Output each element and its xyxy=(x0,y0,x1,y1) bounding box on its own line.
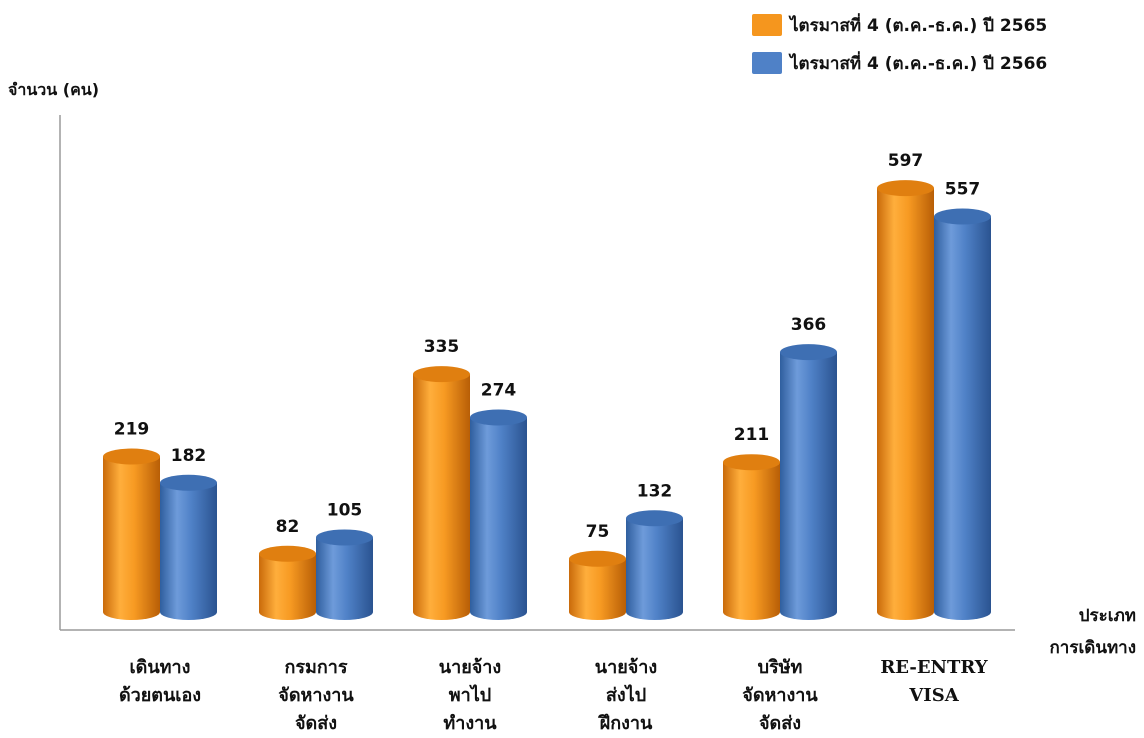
category-label-1: กรมการจัดหางานจัดส่ง xyxy=(241,654,391,738)
bar-1-5 xyxy=(934,216,991,620)
category-label-5-line-1: VISA xyxy=(909,685,959,706)
data-label-1-2: 274 xyxy=(481,380,517,400)
data-label-1-1: 105 xyxy=(327,500,363,520)
bar-0-1 xyxy=(259,553,316,620)
y-axis-label: จำนวน (คน) xyxy=(8,80,100,99)
legend-item-2565: ไตรมาสที่ 4 (ต.ค.-ธ.ค.) ปี 2565 xyxy=(752,6,1047,44)
bar-top-1-3 xyxy=(626,510,683,527)
category-label-4-line-0: บริษัท xyxy=(757,657,803,678)
category-label-4-line-2: จัดส่ง xyxy=(758,713,801,734)
category-label-2-line-2: ทำงาน xyxy=(443,713,497,734)
bar-top-0-3 xyxy=(569,550,626,567)
bar-top-0-4 xyxy=(723,454,780,471)
bar-0-4 xyxy=(723,462,780,620)
category-label-4: บริษัทจัดหางานจัดส่ง xyxy=(705,654,855,738)
bar-top-0-2 xyxy=(413,366,470,383)
x-axis-label: ประเภท การเดินทาง xyxy=(1026,600,1137,664)
data-label-0-4: 211 xyxy=(734,425,770,445)
bar-top-0-0 xyxy=(103,448,160,465)
bar-top-1-1 xyxy=(316,529,373,546)
bar-top-1-0 xyxy=(160,474,217,491)
bar-top-0-5 xyxy=(877,180,934,197)
data-label-1-5: 557 xyxy=(945,180,981,200)
data-label-0-3: 75 xyxy=(586,522,610,542)
data-label-1-3: 132 xyxy=(637,481,673,501)
bar-0-3 xyxy=(569,558,626,620)
legend: ไตรมาสที่ 4 (ต.ค.-ธ.ค.) ปี 2565 ไตรมาสที… xyxy=(752,6,1047,82)
x-axis-label-line-2: การเดินทาง xyxy=(1049,638,1137,658)
bar-top-0-1 xyxy=(259,545,316,562)
bar-1-2 xyxy=(470,417,527,620)
category-label-0: เดินทางด้วยตนเอง xyxy=(85,654,235,710)
category-label-0-line-0: เดินทาง xyxy=(129,657,191,678)
bar-1-4 xyxy=(780,352,837,620)
category-label-1-line-2: จัดส่ง xyxy=(294,713,337,734)
category-label-2: นายจ้างพาไปทำงาน xyxy=(395,654,545,738)
legend-label-2565: ไตรมาสที่ 4 (ต.ค.-ธ.ค.) ปี 2565 xyxy=(790,15,1048,36)
category-label-3-line-2: ฝึกงาน xyxy=(599,713,653,734)
bar-1-0 xyxy=(160,482,217,620)
bar-1-3 xyxy=(626,518,683,620)
legend-swatch-2566 xyxy=(752,52,782,74)
bar-0-0 xyxy=(103,456,160,620)
bar-top-1-4 xyxy=(780,344,837,361)
category-label-3-line-0: นายจ้าง xyxy=(594,657,658,678)
legend-swatch-2565 xyxy=(752,14,782,36)
data-label-0-0: 219 xyxy=(114,420,150,440)
legend-item-2566: ไตรมาสที่ 4 (ต.ค.-ธ.ค.) ปี 2566 xyxy=(752,44,1047,82)
category-label-3: นายจ้างส่งไปฝึกงาน xyxy=(551,654,701,738)
data-label-0-1: 82 xyxy=(276,517,300,537)
category-label-5: RE-ENTRY VISA xyxy=(859,654,1009,710)
category-label-2-line-0: นายจ้าง xyxy=(438,657,502,678)
bar-top-1-2 xyxy=(470,409,527,426)
category-label-1-line-0: กรมการ xyxy=(284,657,348,678)
bar-top-1-5 xyxy=(934,208,991,225)
data-label-1-4: 366 xyxy=(791,315,827,335)
data-label-0-2: 335 xyxy=(424,337,460,357)
legend-label-2566: ไตรมาสที่ 4 (ต.ค.-ธ.ค.) ปี 2566 xyxy=(790,53,1048,74)
data-label-0-5: 597 xyxy=(888,151,924,171)
category-label-2-line-1: พาไป xyxy=(448,685,492,706)
bar-0-2 xyxy=(413,374,470,620)
category-label-0-line-1: ด้วยตนเอง xyxy=(118,685,202,706)
bar-1-1 xyxy=(316,537,373,620)
data-label-1-0: 182 xyxy=(171,446,207,466)
bar-0-5 xyxy=(877,188,934,620)
category-label-3-line-1: ส่งไป xyxy=(605,685,647,706)
category-label-1-line-1: จัดหางาน xyxy=(278,685,354,706)
x-axis-label-line-1: ประเภท xyxy=(1078,606,1136,626)
category-label-4-line-1: จัดหางาน xyxy=(742,685,818,706)
category-label-5-line-0: RE-ENTRY xyxy=(880,657,988,678)
